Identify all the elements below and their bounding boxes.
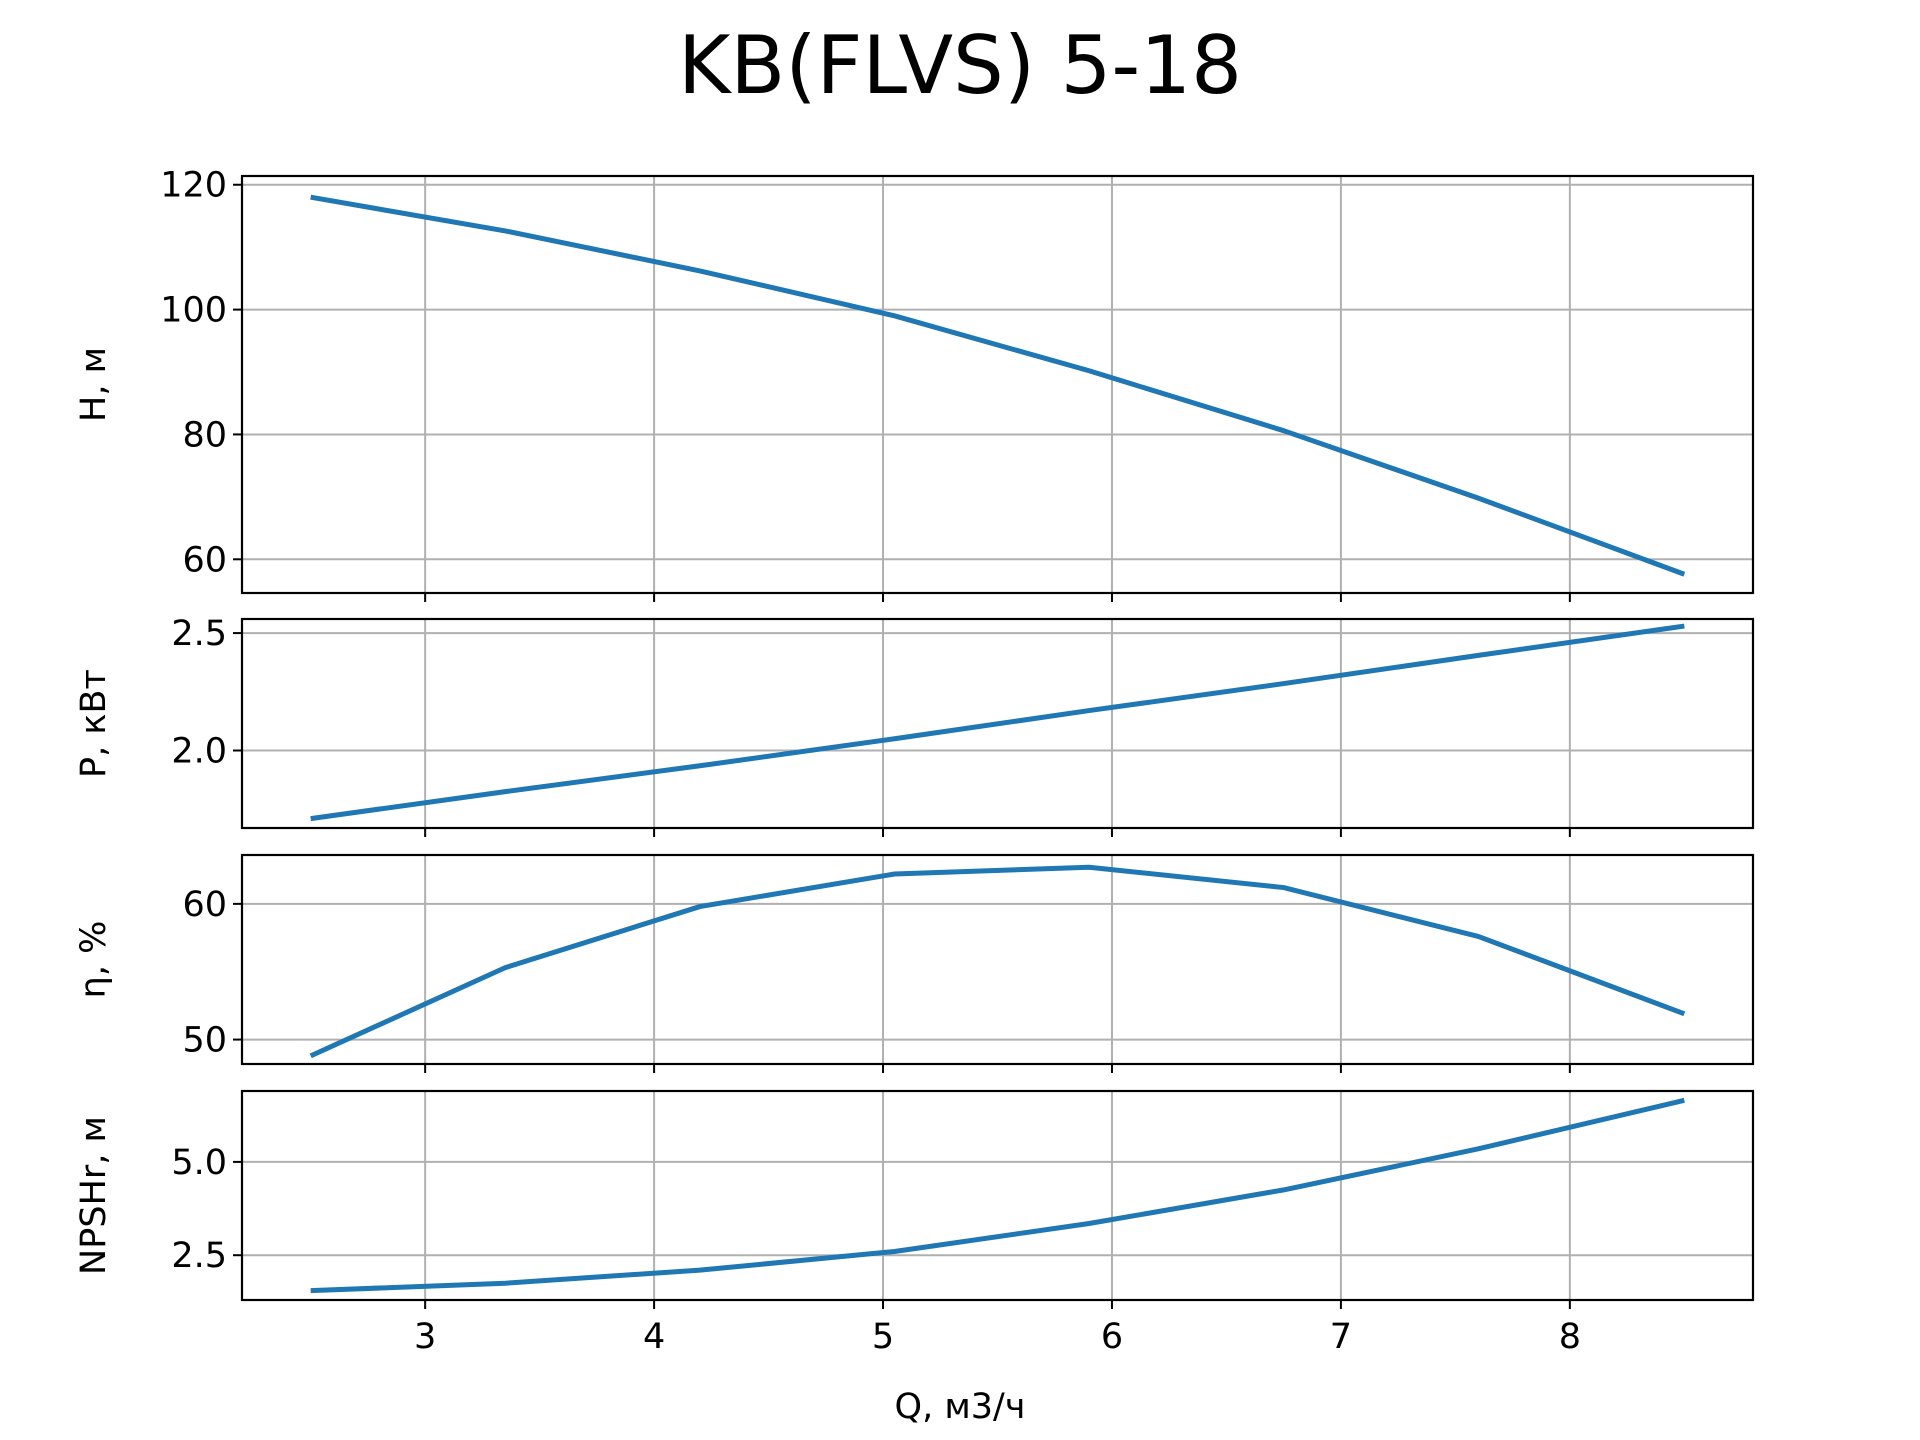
panel-frame <box>240 174 1755 595</box>
series-line <box>310 194 1686 577</box>
chart-title: KB(FLVS) 5-18 <box>678 19 1242 112</box>
y-tick-label: 100 <box>160 291 227 331</box>
y-tick-label: 5.0 <box>171 1143 227 1183</box>
panel-frame <box>240 853 1755 1066</box>
y-tick-label: 50 <box>182 1021 227 1061</box>
panel-4: 2.5 5.0 3 4 5 6 7 8 NPSHr, м <box>74 1089 1755 1357</box>
y-axis-label: P, кВт <box>74 669 114 778</box>
y-tick-label: 120 <box>160 166 227 206</box>
y-tick-label: 60 <box>182 885 227 925</box>
x-tick-label: 5 <box>872 1317 894 1357</box>
panel-frame <box>240 1089 1755 1302</box>
x-tick-label: 6 <box>1101 1317 1123 1357</box>
y-tick-label: 2.0 <box>171 732 227 772</box>
y-tick-label: 2.5 <box>171 614 227 654</box>
y-tick-label: 2.5 <box>171 1236 227 1276</box>
y-axis-label: H, м <box>74 347 114 422</box>
x-tick-label: 8 <box>1559 1317 1581 1357</box>
y-axis-label: η, % <box>74 921 114 999</box>
x-axis-label: Q, м3/ч <box>895 1387 1026 1427</box>
y-tick-label: 80 <box>182 415 227 455</box>
series-line <box>310 1097 1685 1294</box>
panel-3: 50 60 η, % <box>74 853 1755 1073</box>
y-tick-label: 60 <box>182 540 227 580</box>
plot-area: 60 80 100 120 H, м 2.0 2.5 P, кВт 50 60 η, % 2.5 5.0… <box>74 166 1755 1357</box>
y-axis-label: NPSHr, м <box>74 1116 114 1275</box>
x-tick-label: 4 <box>643 1317 665 1357</box>
series-line <box>309 864 1686 1059</box>
x-tick-label: 3 <box>414 1317 436 1357</box>
x-tick-label: 7 <box>1330 1317 1352 1357</box>
panel-1: 60 80 100 120 H, м <box>74 166 1755 602</box>
series-line <box>310 623 1685 822</box>
panel-frame <box>240 617 1755 830</box>
panel-2: 2.0 2.5 P, кВт <box>74 614 1755 837</box>
